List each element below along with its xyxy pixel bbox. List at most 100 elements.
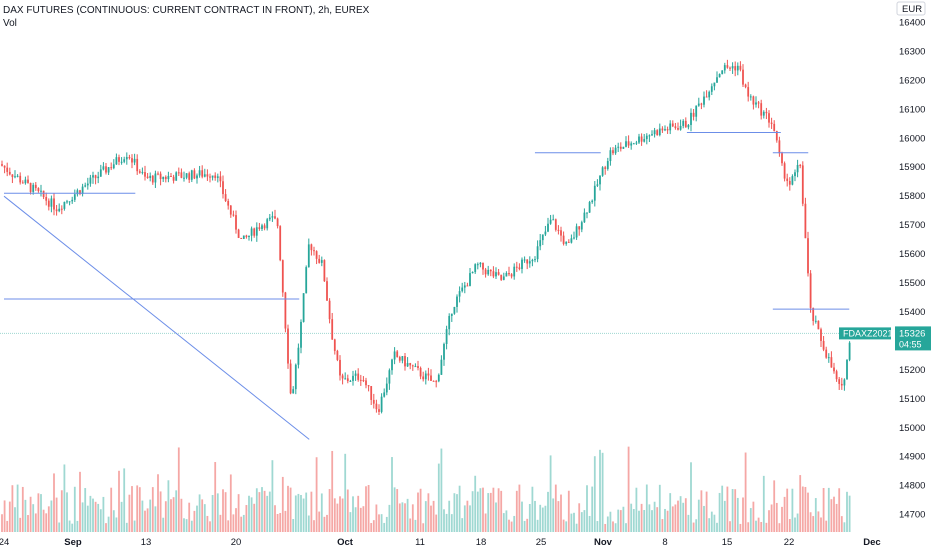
volume-bar [656, 507, 659, 532]
candle-body [414, 366, 417, 368]
volume-bar [760, 521, 763, 532]
candle-body [279, 226, 282, 261]
volume-bar [224, 492, 227, 532]
volume-bar [827, 487, 830, 532]
volume-bar [586, 485, 588, 532]
candle-body [609, 150, 612, 162]
candle-body [201, 170, 204, 177]
candle-body [757, 102, 760, 104]
candle-body [94, 175, 97, 179]
candle-body [19, 175, 22, 183]
volume-bar [775, 502, 778, 532]
candle-body [63, 201, 66, 209]
volume-bar [81, 502, 84, 532]
candle-body [840, 383, 843, 386]
volume-bar [365, 486, 367, 532]
volume-bar [248, 495, 250, 532]
volume-bar [471, 491, 474, 532]
candle-body [14, 176, 16, 178]
candle-body [632, 143, 635, 145]
volume-bar [560, 494, 562, 532]
candle-body [177, 172, 180, 174]
volume-bar [765, 522, 768, 532]
candle-body [323, 260, 326, 282]
candle-body [578, 226, 581, 230]
candle-body [146, 176, 149, 178]
candle-body [419, 367, 422, 377]
candle-body [289, 363, 292, 394]
volume-bar [242, 514, 245, 532]
volume-bar [744, 452, 747, 532]
candle-body [827, 357, 830, 359]
volume-bar [201, 499, 204, 532]
candle-body [567, 241, 570, 243]
candle-body [110, 167, 113, 169]
volume-bar [622, 506, 625, 532]
volume-bar [367, 485, 370, 532]
candle-body [495, 272, 497, 277]
candle-body [144, 172, 146, 177]
volume-bar [328, 489, 331, 532]
candle-body [812, 307, 815, 322]
candle-body [570, 238, 573, 243]
volume-bar [396, 489, 399, 532]
candle-body [521, 259, 523, 269]
volume-bar [398, 503, 401, 532]
volume-bar [575, 523, 578, 532]
volume-bar [458, 485, 461, 532]
volume-bar [118, 470, 120, 532]
candle-body [216, 176, 219, 178]
volume-bar [666, 510, 669, 532]
volume-bar [34, 513, 37, 532]
candle-body [42, 190, 45, 198]
candle-body [648, 135, 651, 137]
candle-body [222, 181, 224, 195]
candle-body [588, 202, 591, 213]
candle-body [393, 351, 396, 360]
volume-bar [255, 488, 258, 532]
volume-bar [788, 519, 791, 532]
volume-bar [500, 490, 503, 532]
volume-bar [196, 505, 198, 532]
candle-body [762, 111, 765, 116]
volume-bar [817, 511, 820, 532]
volume-bar [393, 487, 396, 532]
volume-bar [180, 498, 183, 532]
volume-bar [515, 490, 518, 532]
candle-body [430, 375, 432, 381]
volume-bar [357, 495, 360, 532]
candle-body [804, 203, 807, 239]
volume-bar [53, 473, 55, 532]
candle-body [268, 217, 271, 220]
candle-body [492, 271, 495, 277]
volume-bar [742, 497, 744, 532]
volume-bar [131, 486, 133, 532]
volume-bar [840, 516, 843, 532]
candle-body [81, 186, 84, 195]
volume-bar [435, 514, 438, 532]
time-tick-label: 20 [231, 537, 242, 548]
candle-body [445, 329, 448, 344]
volume-bar [341, 498, 344, 532]
volume-bar [445, 513, 448, 532]
candle-body [718, 74, 721, 78]
candle-body [240, 237, 243, 239]
volume-bar [383, 522, 386, 532]
candle-body [557, 229, 560, 231]
candle-body [765, 111, 768, 114]
volume-bar [721, 485, 724, 532]
candle-body [118, 157, 120, 162]
candle-body [809, 273, 812, 308]
candle-body [612, 150, 614, 154]
volume-bar [216, 493, 219, 532]
price-tick-label: 14900 [899, 452, 925, 463]
candle-body [86, 183, 89, 186]
volume-bar [159, 491, 162, 532]
candle-body [71, 199, 74, 202]
candle-body [112, 164, 115, 169]
candle-body [622, 146, 625, 149]
volume-bar [240, 516, 243, 532]
candle-body [27, 179, 29, 183]
